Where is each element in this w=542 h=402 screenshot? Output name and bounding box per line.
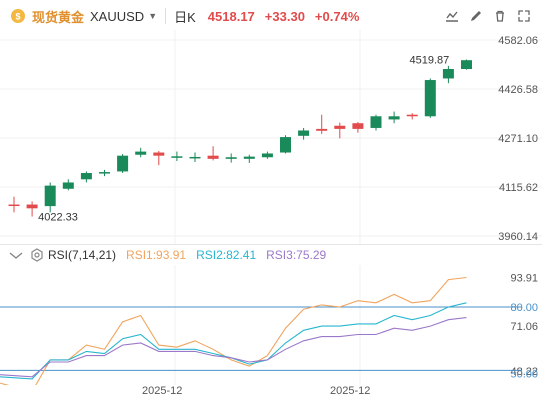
last-price: 4518.17 [207,8,255,24]
y-axis-label: 4115.62 [499,182,538,194]
candle [243,154,255,163]
rsi1-line [0,276,467,385]
y-axis-label: 4426.58 [498,84,538,96]
rsi-axis-label: 80.00 [510,302,538,314]
candle [261,151,273,159]
rsi-axis-label: 71.06 [510,321,538,333]
settings-icon[interactable] [30,248,44,262]
candle [135,147,147,158]
chart-toolbar [442,6,534,26]
high-price-label: 4519.87 [410,55,450,67]
price-change-percent: +0.74% [314,8,360,24]
chart-header: $ 现货黄金 XAUUSD ▼ 日K 4518.17 +33.30 +0.74% [0,0,542,32]
fullscreen-icon[interactable] [514,6,534,26]
delete-icon[interactable] [490,6,510,26]
interval-selector[interactable]: 日K [174,9,196,25]
candle [298,127,310,140]
rsi1-value: RSI1:93.91 [126,248,187,262]
candle [99,169,110,177]
svg-text:$: $ [15,12,20,22]
candle [334,122,346,139]
rsi3-line [0,317,467,378]
candle [370,114,382,131]
candle [189,152,201,162]
candle [316,114,328,134]
eye-icon[interactable] [8,249,24,261]
candlestick-chart[interactable]: 4582.06 4426.58 4271.10 4115.62 3960.14 4519… [0,30,542,245]
draw-icon[interactable] [466,6,486,26]
y-axis-label: 3960.14 [498,231,538,243]
candle [207,146,219,161]
divider [165,8,167,24]
candle [461,59,472,70]
rsi-axis-label: 93.91 [510,273,538,285]
x-axis-label: 2025-12 [330,385,371,397]
gold-icon: $ [11,9,25,23]
instrument-name: 现货黄金 [32,9,85,25]
instrument-symbol: XAUUSD [90,8,145,24]
candle [80,171,92,183]
rsi-axis-label: 50.00 [510,368,538,380]
candle [153,150,165,166]
price-change: +33.30 [264,8,305,24]
candle [388,111,400,124]
y-axis-label: 4271.10 [498,133,538,145]
candle [442,65,454,84]
rsi-axis-label: 48.22 [510,366,538,378]
candle [424,78,436,118]
x-axis-label: 2025-12 [142,385,183,397]
candle [280,135,291,154]
rsi-legend: RSI(7,14,21) RSI1:93.91 RSI2:82.41 RSI3:… [8,248,326,262]
candle [352,121,364,133]
pane-divider [0,244,542,245]
candle [406,113,418,120]
candle [8,196,20,213]
rsi3-value: RSI3:75.29 [266,248,327,262]
symbol-selector[interactable]: $ 现货黄金 XAUUSD ▼ [10,7,157,26]
rsi-params: RSI(7,14,21) [48,248,117,262]
rsi2-line [0,302,467,380]
candle [62,179,74,191]
caret-down-icon: ▼ [148,11,158,21]
chart-type-icon[interactable] [442,6,462,26]
y-axis-label: 4582.06 [498,35,538,47]
x-axis: 2025-12 2025-12 [0,384,542,402]
candle [26,201,38,217]
candle [225,153,237,163]
candle [44,182,56,213]
candle [171,151,183,162]
rsi2-value: RSI2:82.41 [196,248,257,262]
candle [117,154,129,174]
low-price-label: 4022.33 [38,212,78,224]
